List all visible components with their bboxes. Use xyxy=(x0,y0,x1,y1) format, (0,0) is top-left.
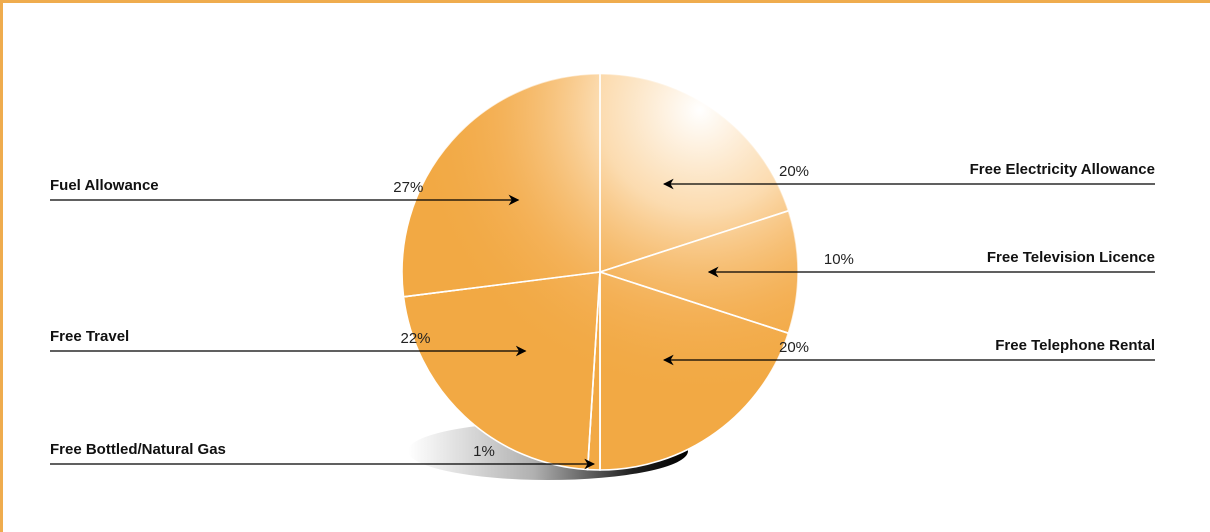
percent-label-0: 20% xyxy=(779,163,809,180)
percent-label-1: 10% xyxy=(824,251,854,268)
slice-divider-2 xyxy=(599,271,789,334)
percent-label-4: 22% xyxy=(400,330,430,347)
percent-label-2: 20% xyxy=(779,339,809,356)
percent-label-3: 1% xyxy=(473,443,495,460)
slice-divider-1 xyxy=(599,210,789,273)
category-label-0: Free Electricity Allowance xyxy=(970,161,1155,178)
category-label-3: Free Bottled/Natural Gas xyxy=(50,441,226,458)
category-label-2: Free Telephone Rental xyxy=(995,337,1155,354)
pie-slice-5 xyxy=(401,73,601,298)
slice-divider-4 xyxy=(586,271,601,470)
category-label-1: Free Television Licence xyxy=(987,249,1155,266)
category-label-5: Fuel Allowance xyxy=(50,177,159,194)
slice-divider-5 xyxy=(403,271,601,298)
category-label-4: Free Travel xyxy=(50,328,129,345)
percent-label-5: 27% xyxy=(393,179,423,196)
